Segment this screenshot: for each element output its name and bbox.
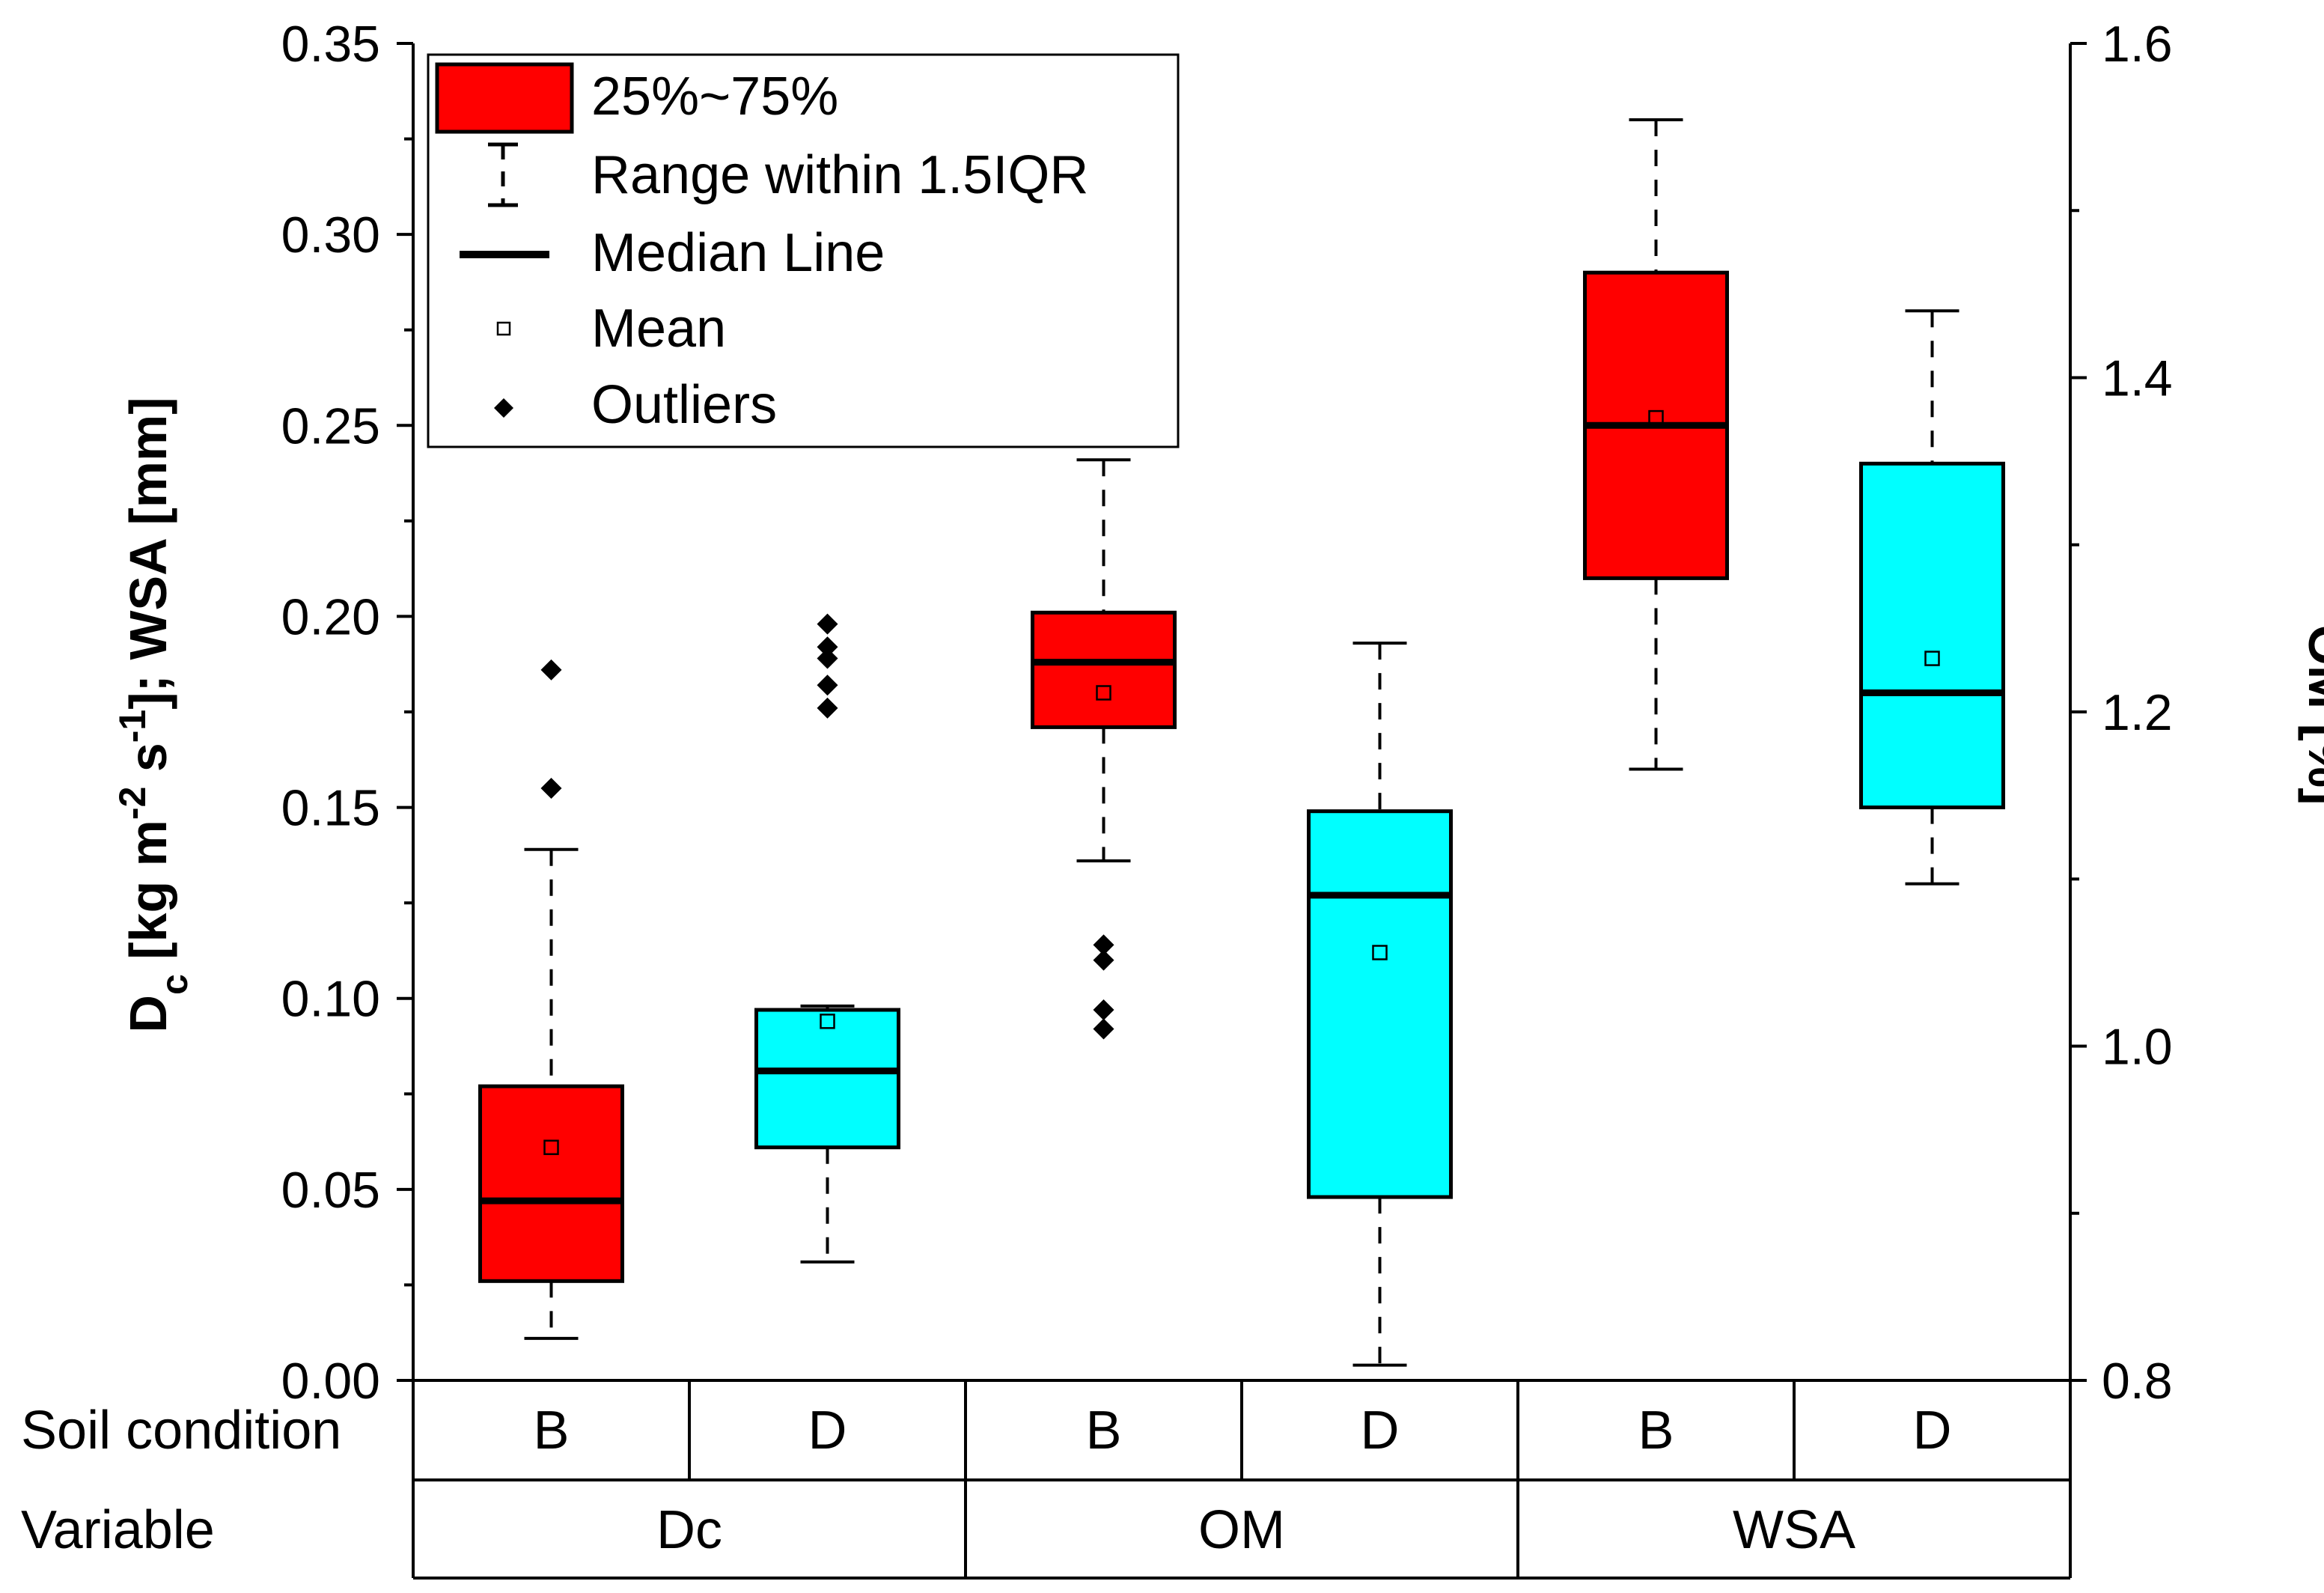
- condition-label: D: [1361, 1401, 1400, 1460]
- plot-area: 0.00 0.05 0.10 0.15 0.20 0.25 0.30 0.35 0.8 1.0 1.…: [281, 16, 2173, 1580]
- iqr-box: [1859, 461, 2005, 810]
- left-axis-title-sup-1: -1: [112, 710, 153, 743]
- condition-label: B: [1638, 1401, 1674, 1460]
- box-dc-b: [478, 659, 624, 1340]
- box-wsa-d: [1859, 309, 2005, 886]
- left-axis-title-sup-2: -2: [112, 787, 153, 820]
- legend-median-label: Median Line: [591, 223, 885, 283]
- left-axis-tick-label: 0.05: [281, 1162, 380, 1219]
- condition-label: D: [808, 1401, 847, 1460]
- mean-marker: [543, 1139, 559, 1155]
- left-axis-tick-label: 0.15: [281, 780, 380, 837]
- right-axis-tick-label: 1.2: [2102, 684, 2173, 741]
- left-axis-title-sub-c: c: [153, 974, 195, 995]
- left-axis-tick-label: 0.25: [281, 398, 380, 454]
- left-axis-tick-label: 0.35: [281, 16, 380, 73]
- legend: 25%~75% Range within 1.5IQR Median Line …: [427, 53, 1180, 448]
- left-axis-title-d: D: [119, 995, 177, 1033]
- mean-marker: [1372, 945, 1388, 960]
- outlier-point: [817, 674, 838, 696]
- right-axis-title: OM [%]: [2298, 624, 2324, 805]
- iqr-box: [1031, 610, 1177, 729]
- mean-marker: [1096, 685, 1111, 701]
- legend-mean-symbol: [496, 321, 511, 336]
- right-axis-tick-label: 1.4: [2102, 350, 2173, 407]
- outlier-point: [1093, 949, 1114, 971]
- condition-label: B: [533, 1401, 569, 1460]
- outlier-point: [817, 648, 838, 669]
- iqr-box: [478, 1084, 624, 1283]
- iqr-box: [1307, 809, 1453, 1199]
- outlier-point: [1093, 934, 1114, 956]
- left-axis-tick-label: 0.00: [281, 1353, 380, 1410]
- left-axis-title: Dc [kg m-2 s-1]; WSA [mm]: [112, 397, 195, 1032]
- legend-range-label: Range within 1.5IQR: [591, 145, 1088, 205]
- outlier-point: [540, 778, 562, 799]
- outlier-point: [817, 636, 838, 658]
- legend-mean-label: Mean: [591, 299, 726, 359]
- outlier-point: [540, 659, 562, 680]
- legend-outlier-symbol: [494, 398, 513, 418]
- outlier-point: [1093, 1018, 1114, 1040]
- left-axis-title-s: s: [119, 743, 177, 786]
- legend-box-label: 25%~75%: [591, 67, 838, 127]
- condition-label: D: [1913, 1401, 1952, 1460]
- outlier-point: [817, 613, 838, 635]
- outlier-point: [817, 697, 838, 719]
- left-axis-tick-label: 0.10: [281, 971, 380, 1028]
- box-wsa-b: [1583, 118, 1729, 771]
- variable-label: Dc: [656, 1500, 722, 1560]
- mean-marker: [820, 1014, 835, 1029]
- box-om-b: [1031, 458, 1177, 1040]
- left-axis-title-kgm: [kg m: [119, 820, 177, 974]
- right-axis-tick-label: 0.8: [2102, 1353, 2173, 1410]
- variable-label: OM: [1198, 1500, 1285, 1560]
- outlier-point: [1093, 999, 1114, 1021]
- right-axis-tick-label: 1.0: [2102, 1019, 2173, 1076]
- legend-range-symbol: [488, 142, 518, 207]
- condition-label: B: [1085, 1401, 1121, 1460]
- box-dc-d: [754, 613, 900, 1264]
- iqr-box: [754, 1008, 900, 1150]
- legend-box-swatch: [435, 62, 574, 134]
- variable-row-label: Variable: [21, 1500, 215, 1560]
- soil-condition-row-label: Soil condition: [21, 1401, 341, 1460]
- mean-marker: [1648, 409, 1664, 426]
- mean-marker: [1924, 651, 1940, 666]
- variable-label: WSA: [1733, 1500, 1855, 1560]
- left-axis-tick-label: 0.20: [281, 588, 380, 645]
- left-axis-title-wsa: ]; WSA [mm]: [119, 397, 177, 709]
- box-om-d: [1307, 642, 1453, 1367]
- legend-outliers-label: Outliers: [591, 375, 777, 435]
- right-axis-tick-label: 1.6: [2102, 16, 2173, 73]
- left-axis-tick-label: 0.30: [281, 207, 380, 264]
